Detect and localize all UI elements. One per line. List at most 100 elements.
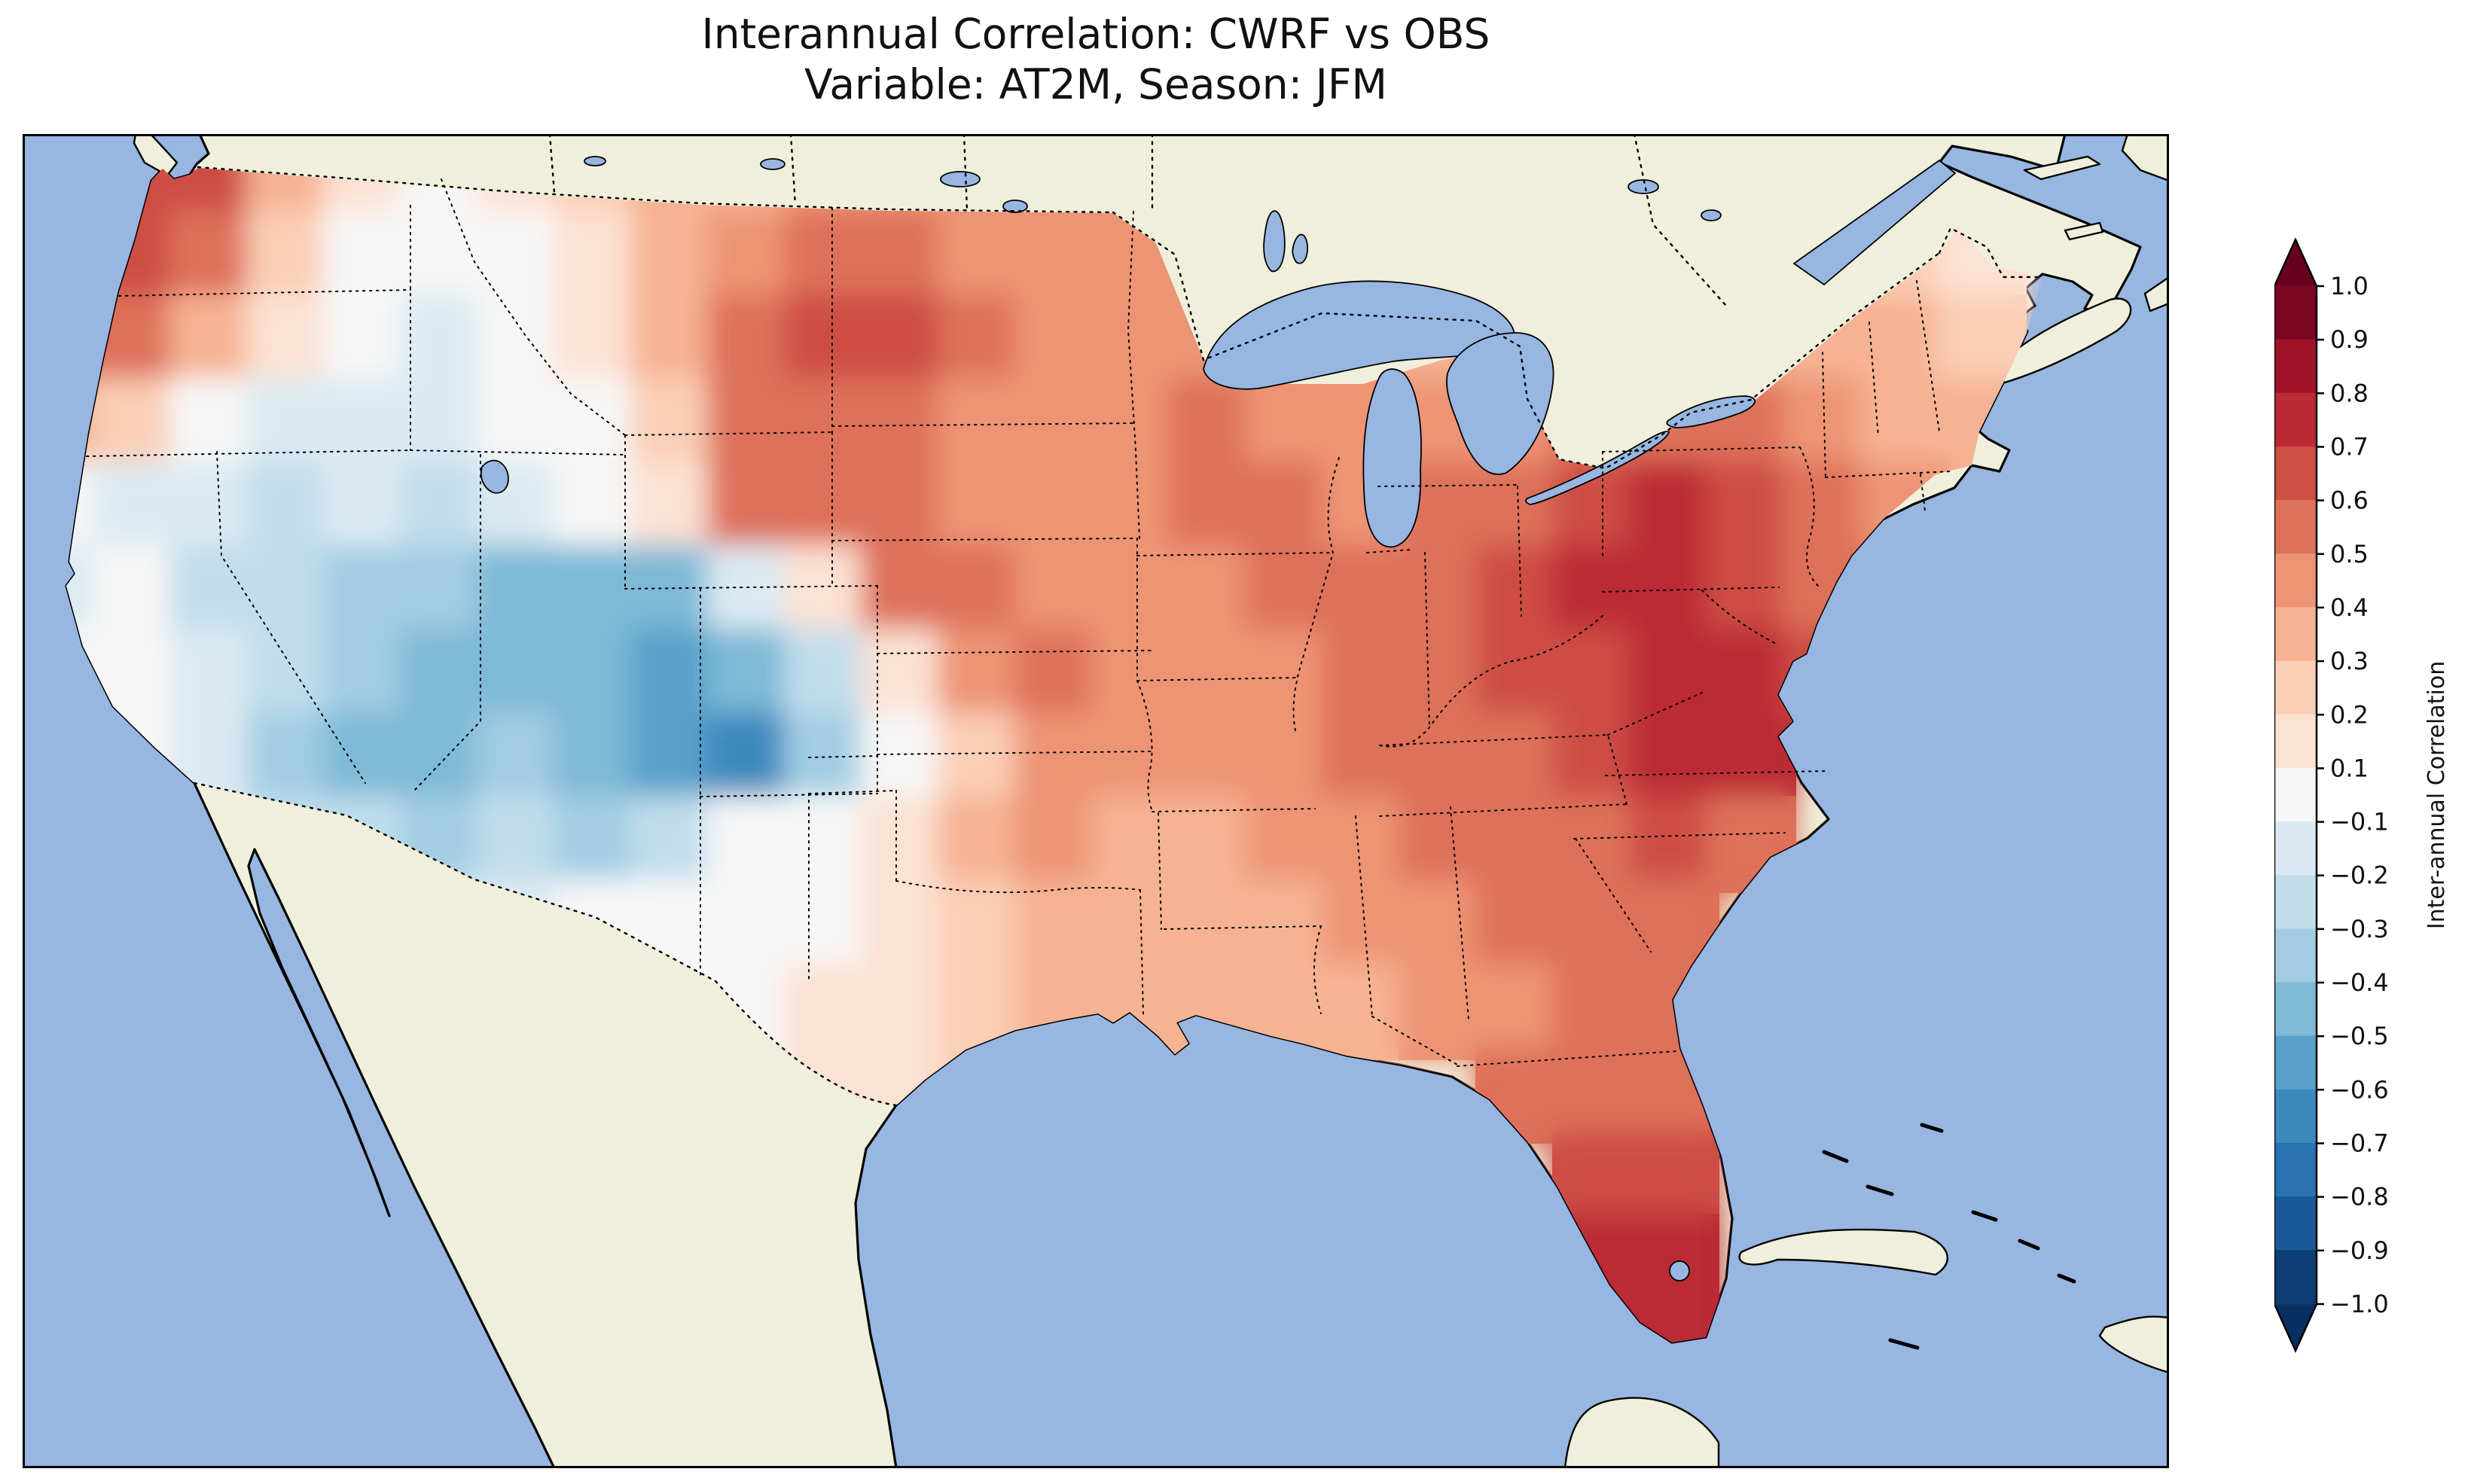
grid-cell bbox=[1014, 712, 1105, 809]
figure-title: Interannual Correlation: CWRF vs OBS Var… bbox=[23, 9, 2169, 110]
grid-cell bbox=[477, 211, 567, 308]
colorbar-tick-label: 0.7 bbox=[2330, 432, 2369, 461]
grid-cell bbox=[1091, 294, 1182, 392]
grid-cell bbox=[323, 712, 413, 809]
cape-breton-island bbox=[2143, 276, 2169, 312]
colorbar-tick-label: −1.0 bbox=[2330, 1290, 2389, 1318]
grid-cell bbox=[554, 462, 644, 559]
colorbar-tick-label: 0.2 bbox=[2330, 700, 2369, 729]
grid-cell bbox=[861, 796, 951, 893]
us-canada-border-lakes bbox=[1112, 211, 1941, 470]
grid-cell bbox=[1706, 712, 1796, 809]
colorbar-segment bbox=[2274, 660, 2317, 715]
grid-cell bbox=[169, 294, 260, 392]
grid-cell bbox=[784, 462, 874, 559]
lake-michigan bbox=[1362, 368, 1422, 548]
lake-erie bbox=[1525, 431, 1670, 505]
colorbar-tick-label: 0.6 bbox=[2330, 486, 2369, 515]
grid-cell bbox=[861, 545, 951, 642]
grid-cell bbox=[1399, 796, 1489, 893]
grid-cell bbox=[554, 712, 644, 809]
grid-cell bbox=[707, 879, 798, 977]
grid-cell bbox=[1629, 712, 1719, 809]
grid-cell bbox=[1399, 963, 1489, 1060]
grid-cell bbox=[1245, 629, 1335, 726]
colorbar-tick-label: 0.8 bbox=[2330, 379, 2369, 407]
grid-cell bbox=[477, 629, 567, 726]
anticosti-island bbox=[2023, 155, 2101, 181]
grid-cell bbox=[784, 545, 874, 642]
grid-cell bbox=[400, 545, 490, 642]
grid-cell bbox=[630, 462, 721, 559]
us-mexico-border-rio-grande bbox=[714, 980, 898, 1107]
colorbar-segment bbox=[2274, 1250, 2317, 1305]
grid-cell bbox=[1629, 629, 1719, 726]
grid-cell bbox=[938, 545, 1028, 642]
grid-cell bbox=[1168, 629, 1258, 726]
lake-okeechobee bbox=[1669, 1260, 1690, 1281]
grid-cell bbox=[938, 796, 1028, 893]
colorbar-tick-label: −0.9 bbox=[2330, 1236, 2389, 1265]
grid-cell bbox=[938, 462, 1028, 559]
grid-cell bbox=[323, 629, 413, 726]
grid-cell bbox=[1859, 294, 1950, 392]
colorbar-segment bbox=[2274, 928, 2317, 983]
grid-cell bbox=[938, 378, 1028, 475]
colorbar-segment bbox=[2274, 982, 2317, 1037]
newfoundland-island bbox=[2121, 134, 2169, 182]
grid-cell bbox=[861, 879, 951, 977]
grid-cell bbox=[246, 712, 337, 809]
grid-cell bbox=[169, 629, 260, 726]
grid-cell bbox=[246, 545, 337, 642]
grid-cell bbox=[707, 629, 798, 726]
grid-cell bbox=[400, 462, 490, 559]
grid-cell bbox=[1475, 963, 1566, 1060]
colorbar-segment bbox=[2274, 875, 2317, 930]
st-lawrence-river bbox=[1792, 159, 1957, 286]
us-canada-border bbox=[197, 166, 1115, 214]
colorbar-tick-label: 0.5 bbox=[2330, 540, 2369, 568]
province-border bbox=[962, 134, 969, 211]
grid-cell bbox=[1552, 796, 1643, 893]
grid-cell bbox=[1014, 211, 1105, 308]
grid-cell bbox=[246, 294, 337, 392]
grid-cell bbox=[1091, 712, 1182, 809]
grid-cell bbox=[630, 796, 721, 893]
grid-cell bbox=[400, 378, 490, 475]
grid-cell bbox=[554, 796, 644, 893]
grid-cell bbox=[784, 211, 874, 308]
grid-cell bbox=[477, 378, 567, 475]
grid-cell bbox=[1399, 629, 1489, 726]
grid-cell bbox=[400, 294, 490, 392]
lake-winnipeg bbox=[1263, 210, 1286, 273]
grid-cell bbox=[938, 211, 1028, 308]
grid-cell bbox=[1322, 545, 1412, 642]
grid-cell bbox=[554, 294, 644, 392]
small-islands bbox=[1822, 1123, 2076, 1350]
grid-cell bbox=[1168, 545, 1258, 642]
colorbar-tick-label: 1.0 bbox=[2330, 272, 2369, 300]
grid-cell bbox=[246, 378, 337, 475]
grid-cell bbox=[707, 712, 798, 809]
grid-cell bbox=[1014, 629, 1105, 726]
grid-cell bbox=[1475, 796, 1566, 893]
grid-cell bbox=[1552, 879, 1643, 977]
grid-cell bbox=[93, 462, 183, 559]
colorbar-segment bbox=[2274, 553, 2317, 608]
great-salt-lake bbox=[480, 459, 509, 494]
yucatan-peninsula bbox=[1563, 1397, 1720, 1468]
grid-cell bbox=[1168, 712, 1258, 809]
grid-cell bbox=[861, 963, 951, 1060]
colorbar-segments bbox=[2274, 239, 2317, 1351]
colorbar-tick-label: −0.1 bbox=[2330, 808, 2389, 836]
colorbar-extend-under bbox=[2274, 1304, 2317, 1351]
grid-cell bbox=[1629, 462, 1719, 559]
grid-cell bbox=[1859, 378, 1950, 475]
grid-cell bbox=[169, 378, 260, 475]
lakes bbox=[480, 156, 1957, 1281]
grid-cell bbox=[1629, 796, 1719, 893]
colorbar-tick-label: −0.5 bbox=[2330, 1022, 2389, 1050]
grid-cell bbox=[1399, 879, 1489, 977]
grid-cell bbox=[861, 294, 951, 392]
grid-cell bbox=[1322, 629, 1412, 726]
